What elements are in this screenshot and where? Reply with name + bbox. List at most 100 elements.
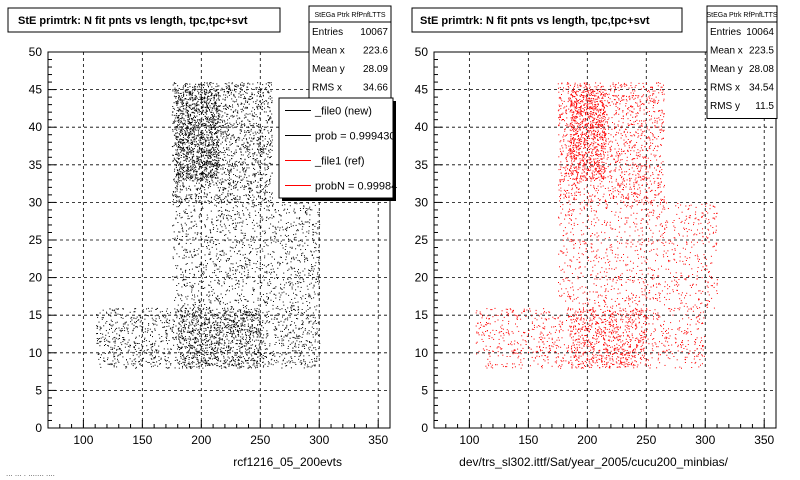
scatter-point [178,176,180,178]
scatter-point [184,198,185,200]
scatter-point [225,209,227,211]
scatter-point [259,247,261,249]
scatter-point [198,168,200,170]
scatter-point [214,265,216,267]
scatter-point [195,324,197,326]
scatter-point [136,326,138,328]
scatter-point [315,360,317,362]
scatter-point [202,348,204,350]
scatter-point [242,356,244,358]
scatter-point [191,121,193,123]
scatter-point [250,333,252,335]
scatter-point [172,337,174,339]
scatter-point [224,312,226,314]
scatter-point [196,357,198,359]
scatter-point [185,269,187,271]
scatter-point [197,329,199,331]
scatter-point [253,288,255,290]
scatter-point [224,97,226,99]
scatter-point [285,282,287,284]
scatter-point [263,299,264,301]
scatter-point [198,308,200,310]
scatter-point [220,331,222,333]
scatter-point [178,362,180,364]
scatter-point [267,91,268,93]
scatter-point [172,326,174,328]
scatter-point [220,300,222,302]
scatter-point [255,332,257,334]
scatter-point [173,324,175,326]
scatter-point [266,320,268,322]
scatter-point [185,224,187,226]
scatter-point [192,328,194,330]
scatter-point [121,314,123,316]
scatter-point [237,330,238,332]
scatter-point [245,310,247,312]
scatter-point [304,329,306,331]
scatter-point [186,194,188,196]
scatter-point [280,330,282,332]
scatter-point [274,314,276,316]
scatter-point [248,311,250,313]
scatter-point [142,345,144,347]
scatter-point [172,111,174,113]
scatter-point [203,332,205,334]
scatter-point [264,271,266,273]
scatter-point [125,367,127,369]
scatter-point [257,161,259,163]
scatter-point [243,271,245,273]
scatter-point [231,334,233,336]
scatter-point [192,294,193,296]
scatter-point [212,159,214,161]
scatter-point [176,181,178,183]
scatter-point [114,330,116,332]
scatter-point [253,241,255,243]
scatter-point [112,347,114,349]
scatter-point [199,220,201,222]
scatter-point [230,178,232,180]
scatter-point [261,132,263,134]
scatter-point [212,229,214,230]
scatter-point [153,324,155,326]
scatter-point [204,189,206,191]
scatter-point [173,339,175,340]
scatter-point [258,304,260,306]
scatter-point [224,171,226,173]
scatter-point [219,187,221,189]
scatter-point [228,149,230,151]
scatter-point [313,284,315,286]
scatter-point [101,317,103,319]
scatter-point [241,89,243,91]
scatter-point [197,311,199,313]
scatter-point [193,324,195,326]
scatter-point [297,335,299,337]
scatter-point [240,158,242,160]
scatter-point [107,363,109,365]
scatter-point [167,313,169,314]
scatter-point [181,130,183,132]
scatter-point [226,105,228,107]
scatter-point [302,344,304,345]
scatter-point [191,215,193,217]
scatter-point [244,185,246,187]
scatter-point [316,276,318,278]
scatter-point [282,229,284,231]
scatter-point [233,331,235,333]
scatter-point [214,270,216,272]
scatter-point [220,220,222,222]
scatter-point [105,322,107,324]
scatter-point [260,186,261,188]
scatter-point [155,321,157,322]
scatter-point [230,193,232,195]
scatter-point [255,248,257,250]
scatter-point [244,132,246,133]
scatter-point [229,319,231,321]
scatter-point [177,188,178,190]
scatter-point [252,359,254,361]
scatter-point [198,123,200,125]
scatter-point [264,138,266,140]
scatter-point [114,363,116,365]
scatter-point [267,164,269,166]
scatter-point [264,242,266,244]
